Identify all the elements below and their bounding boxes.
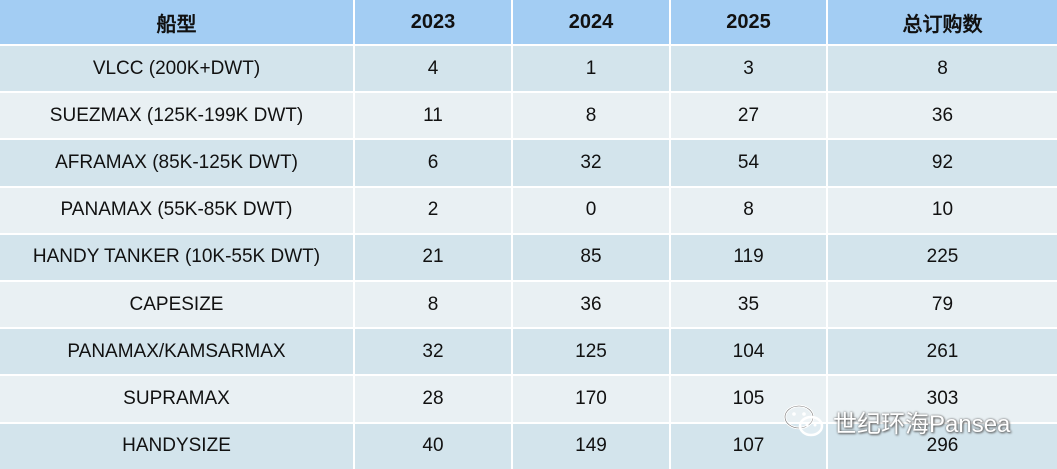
row-label: SUEZMAX (125K-199K DWT) <box>0 93 353 139</box>
header-cell: 2023 <box>355 0 511 44</box>
table-cell: 8 <box>828 46 1057 92</box>
table-cell: 170 <box>513 376 669 422</box>
table-cell: 36 <box>828 93 1057 139</box>
table-cell: 107 <box>671 423 826 469</box>
table-cell: 3 <box>671 46 826 92</box>
watermark-text: 世纪环海Pansea <box>833 410 1011 438</box>
table-cell: 28 <box>355 376 511 422</box>
table-cell: 303 <box>828 376 1057 422</box>
table-cell: 32 <box>355 329 511 375</box>
table-cell: 21 <box>355 234 511 280</box>
header-cell: 2024 <box>513 0 669 44</box>
table-cell: 6 <box>355 140 511 186</box>
row-label: PANAMAX (55K-85K DWT) <box>0 187 353 233</box>
row-label: VLCC (200K+DWT) <box>0 46 353 92</box>
header-cell: 2025 <box>671 0 826 44</box>
table-cell: 8 <box>671 187 826 233</box>
table-cell: 36 <box>513 281 669 328</box>
table-cell: 8 <box>513 93 669 139</box>
table-cell: 0 <box>513 187 669 233</box>
watermark: 世纪环海Pansea <box>783 403 1010 439</box>
table-cell: 149 <box>513 423 669 469</box>
header-cell: 船型 <box>0 0 353 44</box>
row-label: AFRAMAX (85K-125K DWT) <box>0 140 353 186</box>
table-cell: 85 <box>513 234 669 280</box>
table-cell: 8 <box>355 281 511 328</box>
table-cell: 54 <box>671 140 826 186</box>
table-cell: 125 <box>513 329 669 375</box>
table-cell: 11 <box>355 93 511 139</box>
row-label: CAPESIZE <box>0 281 353 328</box>
table-cell: 2 <box>355 187 511 233</box>
table-cell: 104 <box>671 329 826 375</box>
table-cell: 105 <box>671 376 826 422</box>
table-cell: 40 <box>355 423 511 469</box>
row-label: SUPRAMAX <box>0 376 353 422</box>
table-cell: 225 <box>828 234 1057 280</box>
row-label: PANAMAX/KAMSARMAX <box>0 329 353 375</box>
row-label: HANDY TANKER (10K-55K DWT) <box>0 234 353 280</box>
table-cell: 1 <box>513 46 669 92</box>
table-cell: 35 <box>671 281 826 328</box>
table-cell: 261 <box>828 329 1057 375</box>
table-cell: 119 <box>671 234 826 280</box>
row-label: HANDYSIZE <box>0 423 353 469</box>
table-cell: 79 <box>828 281 1057 328</box>
table-cell: 27 <box>671 93 826 139</box>
table-cell: 4 <box>355 46 511 92</box>
table-cell: 92 <box>828 140 1057 186</box>
wechat-icon <box>783 404 824 437</box>
table-cell: 10 <box>828 187 1057 233</box>
header-cell: 总订购数 <box>828 0 1057 44</box>
table-cell: 32 <box>513 140 669 186</box>
table-cell: 296 <box>828 423 1057 469</box>
